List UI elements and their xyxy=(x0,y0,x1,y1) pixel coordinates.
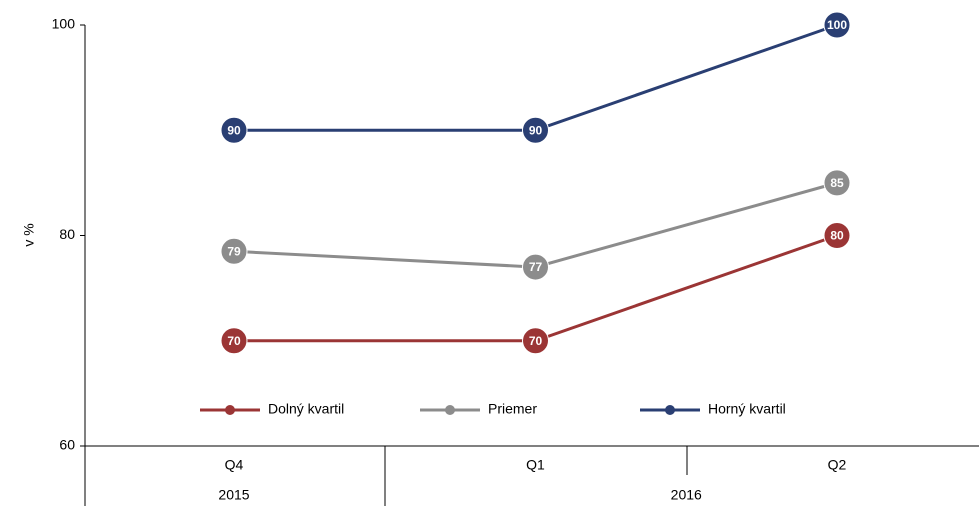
marker xyxy=(522,116,549,144)
marker xyxy=(823,11,851,39)
y-tick-label: 60 xyxy=(59,437,75,453)
x-tick-label: Q1 xyxy=(526,457,545,473)
value-label: 77 xyxy=(529,260,543,274)
legend-label: Dolný kvartil xyxy=(268,401,344,417)
series-line xyxy=(234,234,838,343)
legend-marker xyxy=(445,405,455,415)
y-tick-label: 100 xyxy=(52,16,76,32)
value-label: 70 xyxy=(227,334,241,348)
value-label: 79 xyxy=(227,244,241,258)
value-label: 85 xyxy=(830,176,844,190)
y-tick-label: 80 xyxy=(59,226,75,242)
marker xyxy=(823,169,851,197)
y-axis-label: v % xyxy=(21,223,37,246)
group-label: 2015 xyxy=(218,487,249,503)
marker xyxy=(522,253,549,281)
value-label: 100 xyxy=(827,18,847,32)
marker xyxy=(522,327,549,355)
x-tick-label: Q4 xyxy=(225,457,244,473)
marker xyxy=(823,222,851,249)
series-line xyxy=(234,23,838,132)
value-label: 90 xyxy=(529,123,543,137)
value-label: 80 xyxy=(830,229,844,243)
group-label: 2016 xyxy=(671,487,702,503)
legend-label: Priemer xyxy=(488,401,537,417)
marker xyxy=(220,116,248,144)
legend-marker xyxy=(225,405,235,415)
x-tick-label: Q2 xyxy=(828,457,847,473)
value-label: 90 xyxy=(227,123,241,137)
marker xyxy=(220,237,248,265)
value-label: 70 xyxy=(529,334,543,348)
legend-label: Horný kvartil xyxy=(708,401,786,417)
marker xyxy=(220,327,248,355)
legend-marker xyxy=(665,405,675,415)
